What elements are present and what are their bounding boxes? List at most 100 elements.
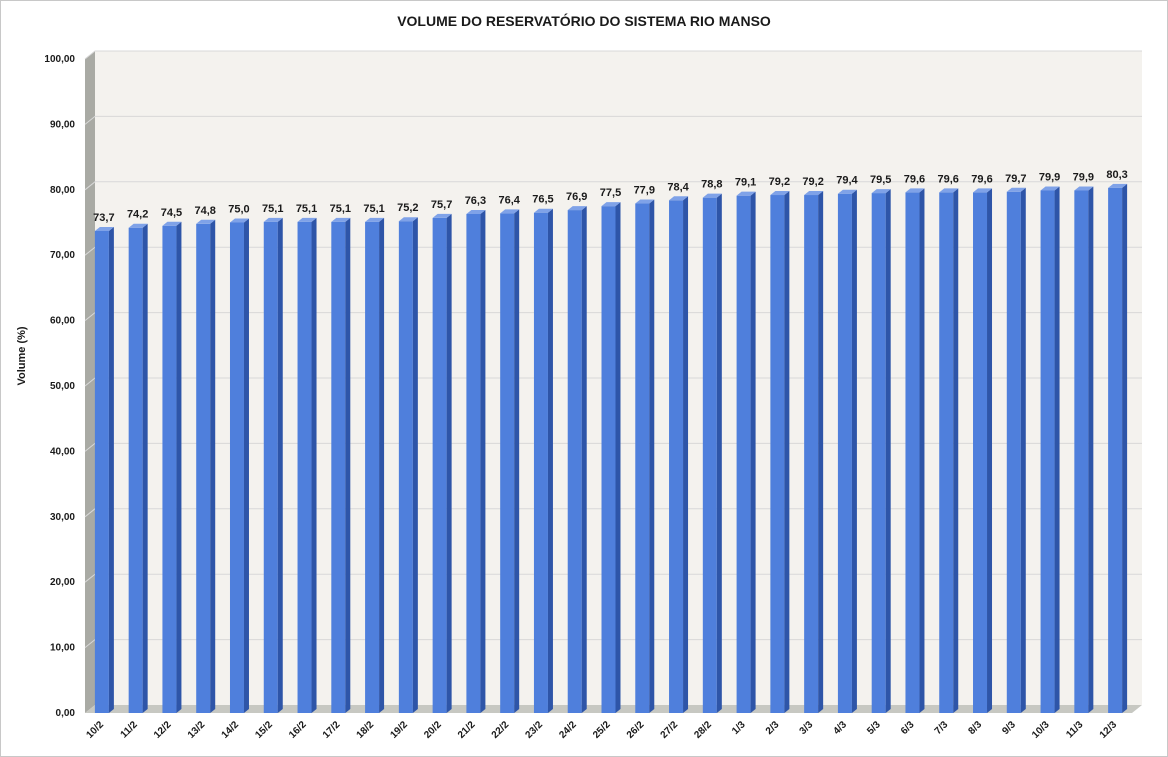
bar-top (128, 223, 148, 228)
bar (128, 223, 148, 713)
bar-front (128, 227, 143, 713)
data-label: 79,6 (938, 173, 959, 185)
x-tick-label: 27/2 (659, 719, 681, 741)
bar-top (297, 217, 317, 222)
bar-front (398, 221, 413, 713)
bar-top (1074, 186, 1094, 191)
bar-front (804, 195, 819, 714)
data-label: 76,9 (566, 191, 587, 203)
bar (973, 188, 993, 713)
bar (331, 217, 351, 713)
bar-top (837, 189, 857, 194)
bar-front (229, 222, 244, 713)
bar-top (432, 213, 452, 218)
bar-side (987, 188, 993, 713)
x-tick-label: 18/2 (355, 719, 377, 741)
x-tick-label: 19/2 (388, 719, 410, 741)
y-tick-label: 30,00 (50, 512, 75, 523)
bar (702, 193, 722, 713)
x-tick-label: 20/2 (422, 719, 444, 741)
bar-top (770, 191, 790, 196)
data-label: 73,7 (93, 212, 114, 224)
bar (567, 206, 587, 713)
bar (837, 189, 857, 713)
x-tick-label: 15/2 (253, 719, 275, 741)
bar (1006, 187, 1026, 714)
bar (533, 208, 553, 713)
data-label: 75,0 (228, 204, 249, 216)
bar-top (1040, 186, 1060, 191)
data-label: 79,6 (971, 173, 992, 185)
bar-front (871, 193, 886, 713)
bar-side (1054, 186, 1060, 714)
bar-side (851, 189, 857, 713)
data-label: 76,5 (532, 194, 553, 206)
bar-top (365, 217, 385, 222)
y-tick-label: 60,00 (50, 316, 75, 327)
bar-side (480, 209, 486, 714)
x-tick-label: 17/2 (321, 719, 343, 741)
data-label: 76,4 (498, 194, 520, 206)
bar-side (176, 221, 182, 713)
bar-side (108, 227, 114, 713)
bar-front (297, 221, 312, 713)
bar (398, 217, 418, 713)
bar-top (669, 196, 689, 201)
bar-front (1006, 191, 1021, 714)
bar-top (939, 188, 959, 193)
bar-top (162, 221, 182, 226)
data-label: 74,5 (161, 207, 182, 219)
x-tick-label: 21/2 (456, 719, 478, 741)
y-tick-label: 40,00 (50, 446, 75, 457)
bar-top (871, 189, 891, 194)
bar-top (533, 208, 553, 213)
bar-front (905, 192, 920, 713)
bar-front (500, 213, 515, 713)
bar-side (1122, 183, 1128, 713)
data-label: 78,8 (701, 179, 722, 191)
bar-side (446, 213, 452, 713)
data-label: 74,8 (194, 205, 215, 217)
bar-front (466, 213, 481, 714)
x-tick-label: 1/3 (730, 719, 748, 737)
gridline (84, 115, 1142, 125)
data-label: 76,3 (465, 195, 486, 207)
data-label: 78,4 (667, 181, 689, 193)
x-tick-label: 9/3 (1000, 719, 1018, 737)
x-tick-label: 4/3 (831, 719, 849, 737)
bar-front (162, 225, 177, 713)
bar-top (804, 191, 824, 196)
x-tick-label: 14/2 (220, 719, 242, 741)
bar-side (210, 219, 216, 714)
bar-top (905, 188, 925, 193)
bar (871, 189, 891, 713)
bar-front (669, 200, 684, 713)
bar-top (500, 209, 520, 214)
y-tick-label: 50,00 (50, 381, 75, 392)
bar-side (1020, 187, 1026, 714)
bar-top (1108, 183, 1128, 188)
bar-front (601, 206, 616, 713)
bar (939, 188, 959, 713)
x-tick-label: 26/2 (625, 719, 647, 741)
bar-side (514, 209, 520, 713)
bar-front (939, 192, 954, 713)
bar-front (533, 212, 548, 713)
y-axis-title: Volume (%) (16, 326, 28, 385)
bar-side (412, 217, 418, 713)
y-tick-label: 90,00 (50, 119, 75, 130)
data-label: 75,1 (296, 203, 317, 215)
bar (736, 191, 756, 713)
bar-front (736, 195, 751, 713)
bar-top (1006, 187, 1026, 192)
bar-top (263, 217, 283, 222)
bar (500, 209, 520, 713)
bar-front (432, 217, 447, 713)
data-label: 75,2 (397, 202, 418, 214)
bar-top (196, 219, 216, 224)
bar-side (581, 206, 587, 713)
bar-front (635, 203, 650, 713)
x-tick-label: 2/3 (764, 719, 782, 737)
bar (229, 218, 249, 713)
